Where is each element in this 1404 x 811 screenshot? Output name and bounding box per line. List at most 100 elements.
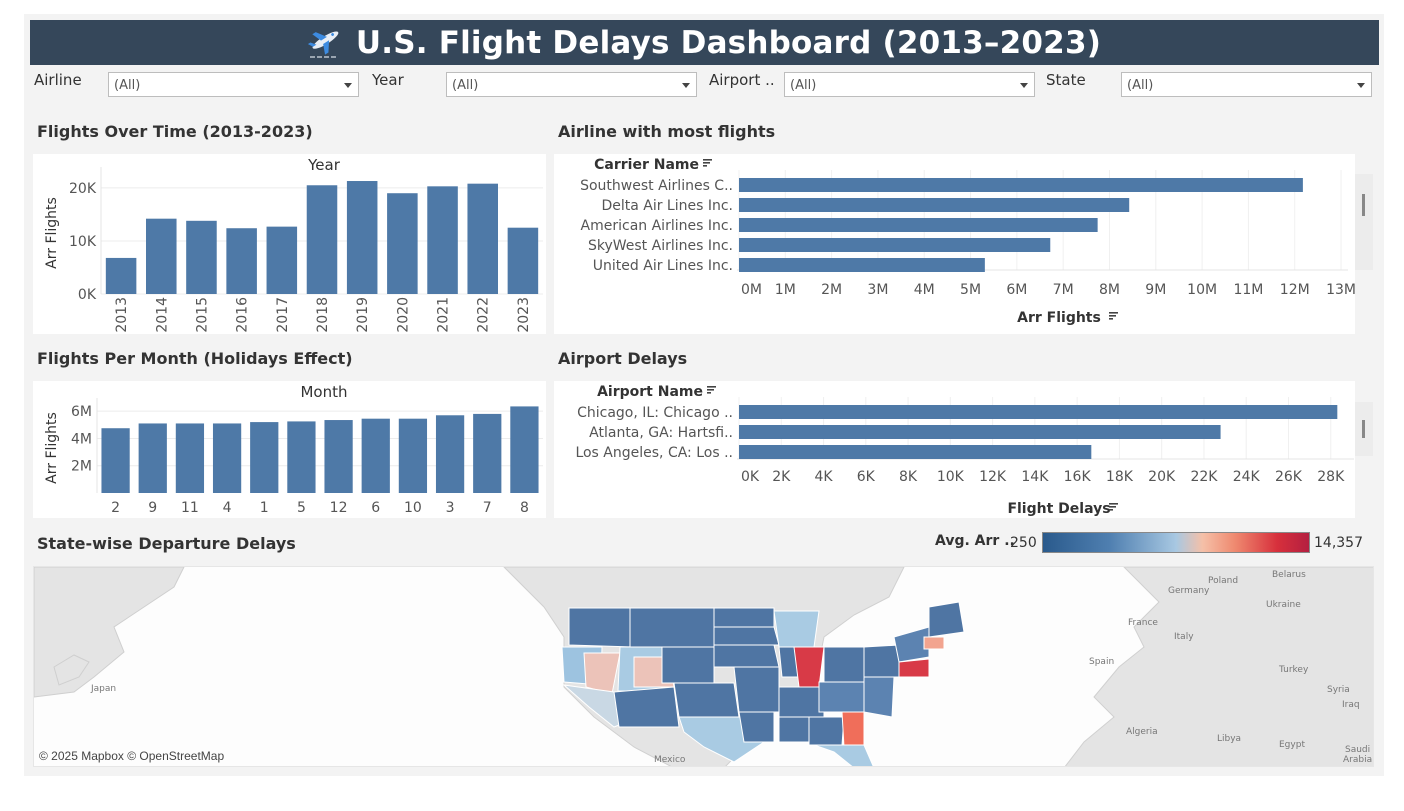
bar-2013 <box>105 257 137 294</box>
x-tick-label: 13M <box>1326 282 1355 298</box>
x-tick-label: 2014 <box>154 297 170 333</box>
bar-8 <box>510 406 539 493</box>
category-label: Delta Air Lines Inc. <box>601 198 733 214</box>
x-tick-label: 18K <box>1106 469 1134 485</box>
bar-11 <box>175 423 205 493</box>
legend-max: 14,357 <box>1314 535 1363 551</box>
bar-5 <box>287 421 316 493</box>
bar-2017 <box>266 226 298 294</box>
x-axis-label: Arr Flights <box>1017 310 1101 326</box>
map-label-spain: Spain <box>1089 657 1114 667</box>
x-tick-label: 22K <box>1190 469 1218 485</box>
bar-2023 <box>507 227 539 294</box>
x-tick-label: 16K <box>1064 469 1092 485</box>
color-legend-bar <box>1042 532 1310 553</box>
chart-flights-per-month: Month Arr Flights 2M 4M 6M 2 9 11 4 1 5 12 6 10 3 7 8 <box>44 383 543 516</box>
legend-label: Avg. Arr .. <box>935 533 1015 549</box>
map-label-germany: Germany <box>1168 586 1210 596</box>
y-axis-label: Arr Flights <box>44 412 60 484</box>
dashboard-title: U.S. Flight Delays Dashboard (2013–2023) <box>355 24 1102 61</box>
sort-icon <box>703 159 712 167</box>
filter-state-select[interactable]: (All) <box>1121 72 1372 97</box>
dashboard: U.S. Flight Delays Dashboard (2013–2023)… <box>24 14 1384 776</box>
filter-airport-label: Airport .. <box>709 71 775 89</box>
x-tick-label: 2017 <box>275 297 291 333</box>
x-tick-label: 4K <box>814 469 833 485</box>
x-tick-label: 11 <box>181 500 199 516</box>
x-tick-label: 10K <box>937 469 965 485</box>
x-tick-label: 9M <box>1145 282 1166 298</box>
sort-icon <box>1109 503 1118 511</box>
x-tick-label: 2K <box>772 469 791 485</box>
bar-row <box>739 425 1221 439</box>
map-canvas: Japan Mexico Poland Belarus Germany Ukra… <box>34 567 1373 766</box>
chart-airport-delays: Airport Name 0K 2K 4K 6K 8K 10K 12K 14K 16K 18K 20K… <box>575 384 1354 517</box>
bar-12 <box>324 420 353 493</box>
legend-min: 250 <box>1010 535 1037 551</box>
bar-row <box>739 218 1098 232</box>
map-label-poland: Poland <box>1208 576 1238 586</box>
x-tick-label: 1 <box>260 500 269 516</box>
x-tick-label: 2013 <box>114 297 130 333</box>
map-label-ukraine: Ukraine <box>1266 600 1301 610</box>
chart-axis-title: Month <box>300 383 347 401</box>
x-tick-label: 7M <box>1053 282 1074 298</box>
airports-scrollbar[interactable] <box>1355 402 1373 456</box>
y-tick-label: 20K <box>69 181 97 197</box>
state-delays-title: State-wise Departure Delays <box>37 534 296 553</box>
chevron-down-icon <box>682 83 690 88</box>
map-label-egypt: Egypt <box>1279 740 1305 750</box>
chart-panel-months: Month Arr Flights 2M 4M 6M 2 9 11 4 1 5 12 6 10 3 7 8 <box>33 381 546 518</box>
category-axis-title: Airport Name <box>597 384 703 400</box>
x-tick-label: 3 <box>446 500 455 516</box>
x-tick-label: 8K <box>899 469 918 485</box>
chart-panel-airports: Airport Name 0K 2K 4K 6K 8K 10K 12K 14K 16K 18K 20K… <box>554 381 1355 518</box>
bar-2016 <box>226 228 257 294</box>
x-tick-label: 2023 <box>516 297 532 333</box>
x-tick-label: 7 <box>483 500 492 516</box>
bar-6 <box>361 418 390 493</box>
category-label: Los Angeles, CA: Los .. <box>575 445 733 461</box>
x-tick-label: 2015 <box>194 297 210 333</box>
x-axis-label: Flight Delays <box>1007 501 1110 517</box>
bar-row <box>739 198 1130 212</box>
state-map[interactable]: Japan Mexico Poland Belarus Germany Ukra… <box>33 566 1374 767</box>
bar-row <box>739 405 1338 419</box>
bar-row <box>739 445 1092 459</box>
chevron-down-icon <box>1020 83 1028 88</box>
filter-airline-select[interactable]: (All) <box>108 72 359 97</box>
y-tick-label: 4M <box>71 431 92 447</box>
x-tick-label: 2022 <box>476 297 492 333</box>
filter-year-select[interactable]: (All) <box>446 72 697 97</box>
x-tick-label: 1M <box>775 282 796 298</box>
airlines-scrollbar[interactable] <box>1355 174 1373 270</box>
map-label-iraq: Iraq <box>1342 700 1360 710</box>
y-tick-label: 6M <box>71 404 92 420</box>
sort-icon <box>707 386 716 394</box>
bar-2019 <box>346 181 378 294</box>
filter-airport-select[interactable]: (All) <box>784 72 1035 97</box>
header-bar: U.S. Flight Delays Dashboard (2013–2023) <box>30 20 1379 65</box>
bar-2014 <box>146 218 177 294</box>
flights-over-time-title: Flights Over Time (2013-2023) <box>37 122 313 141</box>
category-axis-title: Carrier Name <box>594 157 699 173</box>
x-tick-label: 2021 <box>436 297 452 333</box>
filter-airline-value: (All) <box>114 78 141 93</box>
bar-row <box>739 258 985 272</box>
bar-10 <box>398 418 428 493</box>
x-tick-label: 12 <box>330 500 348 516</box>
filter-year-value: (All) <box>452 78 479 93</box>
bar-2021 <box>427 186 458 294</box>
x-tick-label: 10M <box>1187 282 1217 298</box>
y-tick-label: 10K <box>69 234 97 250</box>
x-tick-label: 8M <box>1099 282 1120 298</box>
x-tick-label: 11M <box>1233 282 1263 298</box>
map-label-algeria: Algeria <box>1126 727 1158 737</box>
x-tick-label: 24K <box>1233 469 1261 485</box>
bar-row <box>739 178 1303 192</box>
bar-7 <box>473 413 502 493</box>
category-label: American Airlines Inc. <box>581 218 733 234</box>
x-tick-label: 8 <box>520 500 529 516</box>
category-label: United Air Lines Inc. <box>593 258 733 274</box>
x-tick-label: 4M <box>914 282 935 298</box>
